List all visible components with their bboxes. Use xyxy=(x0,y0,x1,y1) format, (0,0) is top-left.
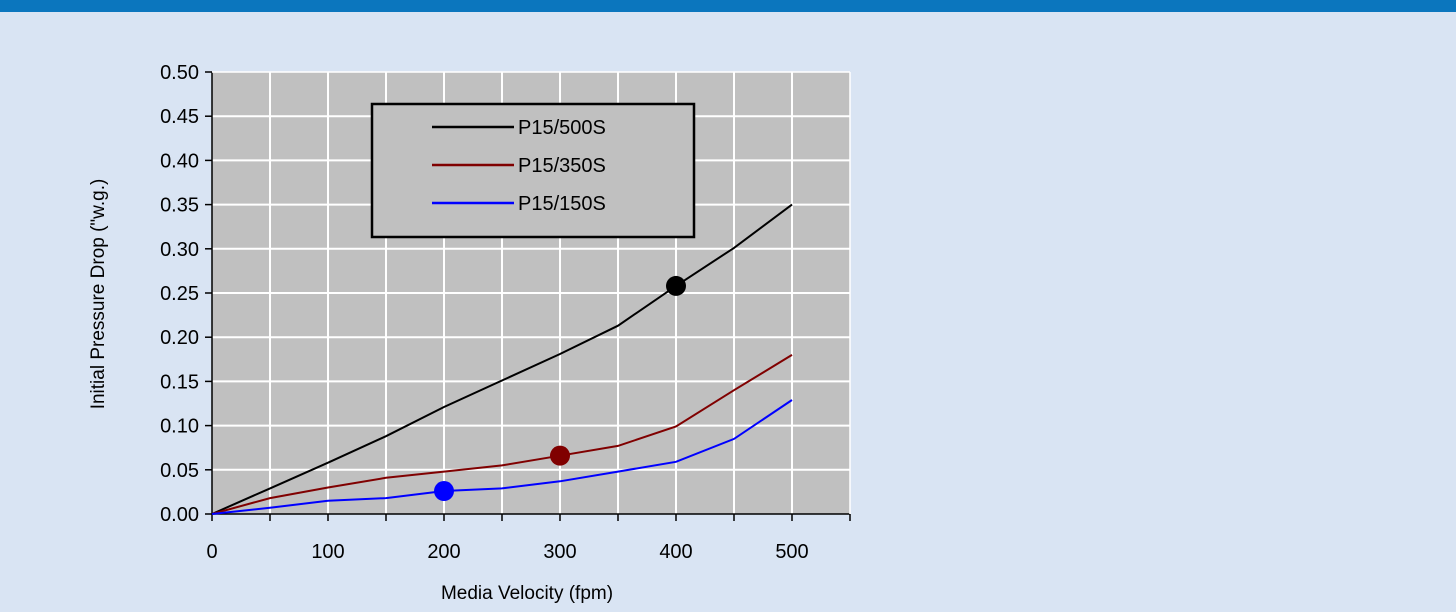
x-tick-label: 100 xyxy=(311,541,344,563)
series-line-1 xyxy=(211,203,793,515)
y-tick-label: 0.10 xyxy=(160,416,199,438)
series-marker-2 xyxy=(550,445,570,466)
x-axis-title: Media Velocity (fpm) xyxy=(441,583,613,604)
x-tick-label: 200 xyxy=(427,541,460,563)
series-marker-1 xyxy=(666,275,686,296)
legend-box xyxy=(370,102,696,239)
series-markers xyxy=(434,275,686,502)
top-accent-bar xyxy=(0,0,1456,12)
y-tick-label: 0.40 xyxy=(160,150,199,172)
y-tick-label: 0.00 xyxy=(160,504,199,526)
series-lines xyxy=(211,203,793,515)
y-tick-label: 0.05 xyxy=(160,460,199,482)
series-line-2 xyxy=(211,354,793,515)
y-tick-label: 0.45 xyxy=(160,106,199,128)
x-tick-label: 500 xyxy=(775,541,808,563)
y-tick-label: 0.35 xyxy=(160,195,199,217)
grid-lines xyxy=(212,72,850,514)
y-tick-label: 0.50 xyxy=(160,62,199,84)
series-marker-3 xyxy=(434,481,454,502)
series-line-3 xyxy=(211,399,793,515)
legend: P15/500S P15/350S P15/150S xyxy=(370,102,696,239)
legend-label: P15/150S xyxy=(518,193,606,215)
x-tick-label: 0 xyxy=(206,541,217,563)
y-tick-label: 0.25 xyxy=(160,283,199,305)
y-tick-label: 0.30 xyxy=(160,239,199,261)
y-axis-title: Initial Pressure Drop ("w.g.) xyxy=(88,179,109,410)
y-tick-label: 0.15 xyxy=(160,371,199,393)
x-tick-label: 300 xyxy=(543,541,576,563)
x-tick-label: 400 xyxy=(659,541,692,563)
legend-label: P15/500S xyxy=(518,117,606,139)
legend-label: P15/350S xyxy=(518,155,606,177)
axes: 0.00 0.05 0.10 0.15 0.20 0.25 0.30 0.35 0.40 0.45… xyxy=(160,62,851,563)
y-tick-label: 0.20 xyxy=(160,327,199,349)
